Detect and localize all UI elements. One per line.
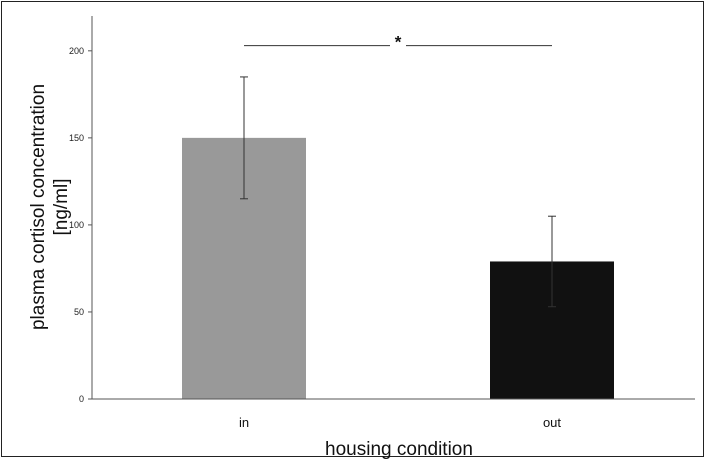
x-tick-label-out: out [543, 415, 561, 430]
y-tick-label-50: 50 [74, 307, 84, 317]
y-axis-title-line-1: plasma cortisol concentration [28, 84, 49, 330]
y-tick-label-200: 200 [69, 46, 84, 56]
y-tick-label-0: 0 [79, 394, 84, 404]
y-axis-title-line-2: [ng/ml] [51, 178, 72, 235]
bars-layer [182, 137, 614, 399]
x-tick-labels-layer: in out [239, 415, 561, 430]
significance-layer: * [244, 33, 552, 52]
y-tick-label-150: 150 [69, 133, 84, 143]
axes-layer [91, 16, 695, 400]
error-bars-layer [240, 76, 556, 308]
y-ticks-layer: 0 50 100 150 200 [69, 46, 92, 404]
x-axis-title: housing condition [325, 439, 473, 459]
y-tick-label-100: 100 [69, 220, 84, 230]
x-tick-label-in: in [239, 415, 249, 430]
significance-star: * [395, 33, 402, 52]
